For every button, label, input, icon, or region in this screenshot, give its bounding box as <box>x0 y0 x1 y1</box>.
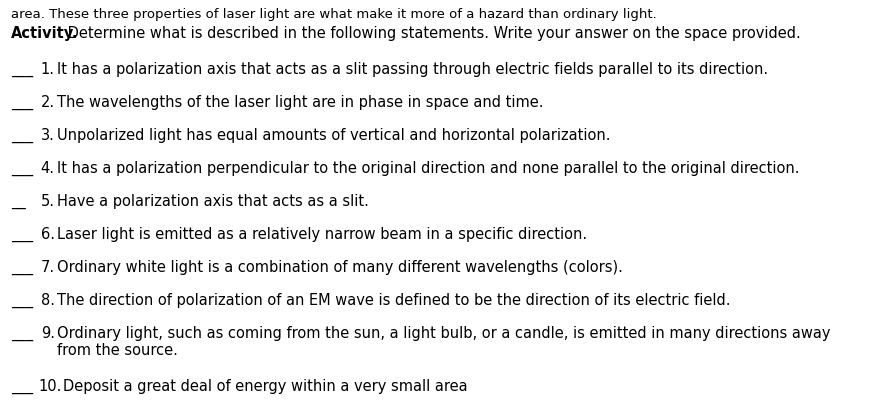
Text: 3.: 3. <box>41 128 55 143</box>
Text: It has a polarization axis that acts as a slit passing through electric fields p: It has a polarization axis that acts as … <box>57 62 768 77</box>
Text: ___: ___ <box>11 293 33 308</box>
Text: Ordinary light, such as coming from the sun, a light bulb, or a candle, is emitt: Ordinary light, such as coming from the … <box>57 326 830 358</box>
Text: Have a polarization axis that acts as a slit.: Have a polarization axis that acts as a … <box>57 194 369 209</box>
Text: Unpolarized light has equal amounts of vertical and horizontal polarization.: Unpolarized light has equal amounts of v… <box>57 128 610 143</box>
Text: It has a polarization perpendicular to the original direction and none parallel : It has a polarization perpendicular to t… <box>57 161 799 176</box>
Text: Activity.: Activity. <box>11 26 78 41</box>
Text: ___: ___ <box>11 161 33 176</box>
Text: 7.: 7. <box>41 260 55 275</box>
Text: The direction of polarization of an EM wave is defined to be the direction of it: The direction of polarization of an EM w… <box>57 293 730 308</box>
Text: Determine what is described in the following statements. Write your answer on th: Determine what is described in the follo… <box>63 26 800 41</box>
Text: ___: ___ <box>11 227 33 242</box>
Text: 2.: 2. <box>41 95 55 110</box>
Text: 8.: 8. <box>41 293 55 308</box>
Text: area. These three properties of laser light are what make it more of a hazard th: area. These three properties of laser li… <box>11 8 657 21</box>
Text: ___: ___ <box>11 379 33 394</box>
Text: ___: ___ <box>11 62 33 77</box>
Text: ___: ___ <box>11 326 33 341</box>
Text: __: __ <box>11 194 26 209</box>
Text: ___: ___ <box>11 128 33 143</box>
Text: 6.: 6. <box>41 227 55 242</box>
Text: 1.: 1. <box>41 62 55 77</box>
Text: Ordinary white light is a combination of many different wavelengths (colors).: Ordinary white light is a combination of… <box>57 260 623 275</box>
Text: ___: ___ <box>11 95 33 110</box>
Text: ___: ___ <box>11 260 33 275</box>
Text: 9.: 9. <box>41 326 55 341</box>
Text: Deposit a great deal of energy within a very small area: Deposit a great deal of energy within a … <box>63 379 467 394</box>
Text: Laser light is emitted as a relatively narrow beam in a specific direction.: Laser light is emitted as a relatively n… <box>57 227 587 242</box>
Text: 10.: 10. <box>39 379 62 394</box>
Text: 4.: 4. <box>41 161 55 176</box>
Text: 5.: 5. <box>41 194 55 209</box>
Text: The wavelengths of the laser light are in phase in space and time.: The wavelengths of the laser light are i… <box>57 95 543 110</box>
